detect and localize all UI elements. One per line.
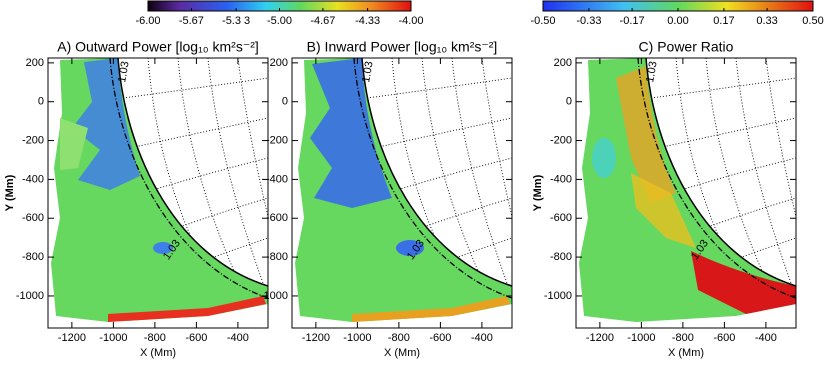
x-tick-label: -800 <box>672 332 694 344</box>
x-tick-label: -1000 <box>99 332 127 344</box>
y-tick-label: -600 <box>550 212 572 224</box>
grid <box>650 58 796 284</box>
y-tick-label: -1000 <box>16 290 44 302</box>
grid <box>366 58 512 284</box>
plot-frame <box>291 57 513 329</box>
map-region <box>60 118 88 170</box>
map-region <box>691 251 796 314</box>
limb <box>361 58 512 287</box>
colorbar-tick-label: -0.17 <box>620 15 645 27</box>
x-tick-label: -1200 <box>302 332 330 344</box>
x-tick-label: -800 <box>144 332 166 344</box>
x-tick-label: -400 <box>755 332 777 344</box>
contour-label: 1.03 <box>360 60 376 83</box>
x-tick-label: -800 <box>388 332 410 344</box>
colorbar-tick-label: 0.33 <box>756 15 777 27</box>
map-region <box>352 296 510 322</box>
y-tick-label: -200 <box>550 134 572 146</box>
colorbar-tick-label: -6.00 <box>135 15 160 27</box>
y-tick-label: -600 <box>266 212 288 224</box>
panel-title: C) Power Ratio <box>639 39 734 55</box>
panel-title: B) Inward Power [log₁₀ km²s⁻²] <box>307 39 498 55</box>
y-tick-label: -600 <box>22 212 44 224</box>
grid <box>122 58 268 284</box>
y-tick-label: -1000 <box>544 290 572 302</box>
colorbar-tick-label: -0.50 <box>530 15 555 27</box>
y-tick-label: 200 <box>26 57 44 69</box>
y-tick-label: 0 <box>282 96 288 108</box>
y-tick-label: -800 <box>550 251 572 263</box>
x-axis-label: X (Mm) <box>384 347 420 359</box>
colorbar-tick-label: -5.67 <box>179 15 204 27</box>
contour-label: 1.03 <box>116 60 132 83</box>
y-tick-label: 0 <box>566 96 572 108</box>
panel-b: -1200 -1000 -800 -600 -400 200 0 -200 -400 -600 -8… <box>260 39 513 359</box>
plot-frame <box>47 57 269 329</box>
y-tick-label: 200 <box>270 57 288 69</box>
contour-label: 1.03 <box>644 60 660 83</box>
y-tick-label: -200 <box>22 134 44 146</box>
x-tick-label: -600 <box>713 332 735 344</box>
map-region <box>108 296 266 322</box>
colorbar-tick-label: -5.3 3 <box>222 15 250 27</box>
panel-title: A) Outward Power [log₁₀ km²s⁻²] <box>57 39 259 55</box>
panel-c: -1200 -1000 -800 -600 -400 200 0 -200 -400 -600 -8… <box>532 39 797 359</box>
colorbar-tick-label: 0.00 <box>667 15 688 27</box>
x-tick-label: -1200 <box>586 332 614 344</box>
limb <box>117 58 268 287</box>
y-tick-label: -800 <box>266 251 288 263</box>
limb <box>645 58 796 287</box>
map-region <box>592 138 616 178</box>
y-tick-label: 200 <box>554 57 572 69</box>
map-region <box>72 58 140 190</box>
colorbar-tick-label: 0.17 <box>713 15 734 27</box>
y-axis-label: Y (Mm) <box>532 174 544 211</box>
y-tick-label: -400 <box>22 173 44 185</box>
colorbar-tick-label: -4.00 <box>398 15 423 27</box>
y-tick-label: -200 <box>266 134 288 146</box>
y-axis-label: Y (Mm) <box>4 174 16 211</box>
x-axis-label: X (Mm) <box>140 347 176 359</box>
y-tick-label: -400 <box>266 173 288 185</box>
x-tick-label: -400 <box>471 332 493 344</box>
map-region <box>153 242 173 254</box>
map-region <box>616 66 676 203</box>
x-tick-label: -400 <box>227 332 249 344</box>
colorbar-tick-label: -5.00 <box>267 15 292 27</box>
plot-frame <box>575 57 797 329</box>
x-tick-label: -1000 <box>343 332 371 344</box>
y-tick-label: -1000 <box>260 290 288 302</box>
x-tick-label: -600 <box>185 332 207 344</box>
colorbar-tick-label: -4.67 <box>310 15 335 27</box>
x-axis-label: X (Mm) <box>668 347 704 359</box>
contour <box>353 58 512 299</box>
y-tick-label: 0 <box>38 96 44 108</box>
map-region <box>310 58 392 208</box>
contour <box>109 58 268 299</box>
x-tick-label: -1000 <box>627 332 655 344</box>
panel-a: -1200 -1000 -800 -600 -400 200 0 -200 -400 -600 -8… <box>4 39 269 359</box>
colorbar-tick-label: -0.33 <box>576 15 601 27</box>
colorbar-tick-label: -4.33 <box>355 15 380 27</box>
colorbar-tick-label: 0.50 <box>802 15 823 27</box>
y-tick-label: -800 <box>22 251 44 263</box>
contour <box>637 58 796 299</box>
map-region <box>631 173 696 248</box>
x-tick-label: -600 <box>429 332 451 344</box>
x-tick-label: -1200 <box>58 332 86 344</box>
y-tick-label: -400 <box>550 173 572 185</box>
map-region <box>396 240 424 256</box>
panels: -1200 -1000 -800 -600 -400 200 0 -200 -400 -600 -8… <box>4 39 797 359</box>
